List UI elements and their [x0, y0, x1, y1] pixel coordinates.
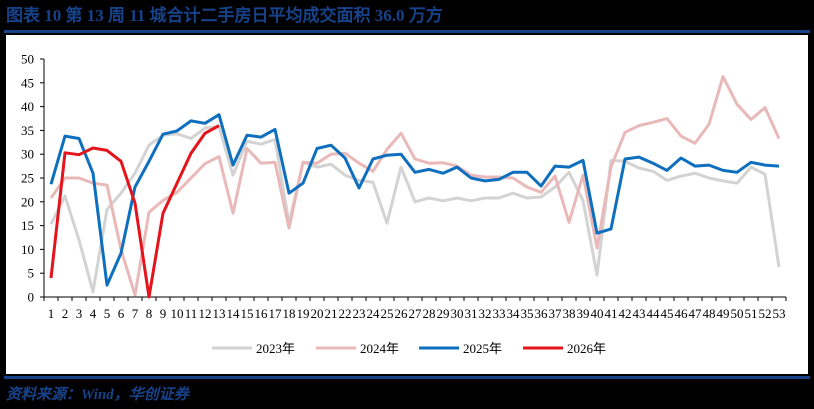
figure-title: 图表 10 第 13 周 11 城合计二手房日平均成交面积 36.0 万方	[6, 6, 443, 25]
y-tick-label: 45	[21, 75, 34, 90]
legend-label: 2026年	[567, 341, 606, 356]
x-tick-label: 28	[423, 306, 436, 321]
x-tick-label: 35	[521, 306, 534, 321]
x-tick-label: 47	[689, 306, 703, 321]
x-tick-label: 37	[549, 306, 563, 321]
x-tick-label: 49	[717, 306, 730, 321]
series-line-2024	[49, 75, 781, 297]
footer-rule	[4, 376, 810, 379]
x-tick-label: 52	[759, 306, 772, 321]
y-tick-label: 20	[21, 194, 34, 209]
series-line-2026	[49, 124, 220, 299]
x-tick-label: 4	[90, 306, 97, 321]
legend-item-2025: 2025年	[419, 341, 502, 356]
x-tick-label: 26	[395, 306, 409, 321]
x-tick-label: 20	[311, 306, 324, 321]
y-tick-label: 40	[21, 99, 34, 114]
header-rule	[4, 30, 810, 33]
x-tick-label: 24	[367, 306, 381, 321]
x-tick-label: 12	[199, 306, 212, 321]
legend-label: 2023年	[256, 341, 295, 356]
x-tick-label: 5	[104, 306, 111, 321]
x-tick-label: 17	[269, 306, 283, 321]
x-tick-label: 21	[325, 306, 338, 321]
x-tick-label: 32	[479, 306, 492, 321]
x-tick-label: 10	[171, 306, 184, 321]
x-tick-label: 50	[731, 306, 744, 321]
x-tick-label: 36	[535, 306, 549, 321]
x-tick-label: 53	[773, 306, 786, 321]
legend-label: 2024年	[360, 341, 399, 356]
legend-label: 2025年	[463, 341, 502, 356]
y-tick-label: 30	[21, 147, 34, 162]
x-tick-label: 40	[591, 306, 604, 321]
x-tick-label: 34	[507, 306, 521, 321]
x-tick-label: 33	[493, 306, 506, 321]
x-tick-label: 39	[577, 306, 590, 321]
x-tick-label: 7	[132, 306, 139, 321]
x-tick-label: 16	[255, 306, 269, 321]
x-tick-label: 41	[605, 306, 618, 321]
x-tick-label: 3	[76, 306, 83, 321]
x-tick-label: 1	[48, 306, 55, 321]
x-tick-label: 23	[353, 306, 366, 321]
x-tick-label: 42	[619, 306, 632, 321]
x-tick-label: 27	[409, 306, 423, 321]
series-line-2025	[49, 113, 780, 287]
x-tick-label: 15	[241, 306, 254, 321]
x-tick-label: 22	[339, 306, 352, 321]
series-line-2023	[49, 125, 781, 294]
y-tick-label: 0	[28, 290, 35, 305]
y-tick-label: 10	[21, 242, 34, 257]
x-tick-label: 43	[633, 306, 646, 321]
x-tick-label: 13	[213, 306, 226, 321]
legend-item-2023: 2023年	[212, 341, 295, 356]
chart-legend: 2023年 2024年 2025年 2026年	[212, 341, 606, 356]
x-tick-label: 44	[647, 306, 661, 321]
x-tick-label: 8	[146, 306, 153, 321]
x-tick-label: 30	[451, 306, 464, 321]
x-tick-label: 19	[297, 306, 310, 321]
chart-panel	[6, 35, 808, 374]
x-tick-label: 46	[675, 306, 689, 321]
y-tick-label: 5	[28, 266, 35, 281]
x-tick-label: 51	[745, 306, 758, 321]
legend-item-2026: 2026年	[523, 341, 606, 356]
x-tick-label: 48	[703, 306, 716, 321]
x-tick-label: 45	[661, 306, 674, 321]
x-tick-label: 38	[563, 306, 576, 321]
x-tick-label: 14	[227, 306, 241, 321]
x-tick-label: 25	[381, 306, 394, 321]
source-note: 资料来源：Wind，华创证券	[6, 387, 189, 403]
x-tick-label: 6	[118, 306, 125, 321]
y-tick-label: 25	[21, 171, 34, 186]
y-tick-label: 50	[21, 52, 34, 67]
x-tick-label: 29	[437, 306, 450, 321]
chart-series	[49, 75, 781, 299]
x-tick-label: 2	[62, 306, 69, 321]
x-tick-label: 11	[185, 306, 198, 321]
legend-item-2024: 2024年	[316, 341, 399, 356]
y-tick-label: 35	[21, 123, 34, 138]
x-tick-label: 9	[160, 306, 167, 321]
y-tick-label: 15	[21, 218, 34, 233]
x-tick-label: 18	[283, 306, 296, 321]
x-tick-label: 31	[465, 306, 478, 321]
